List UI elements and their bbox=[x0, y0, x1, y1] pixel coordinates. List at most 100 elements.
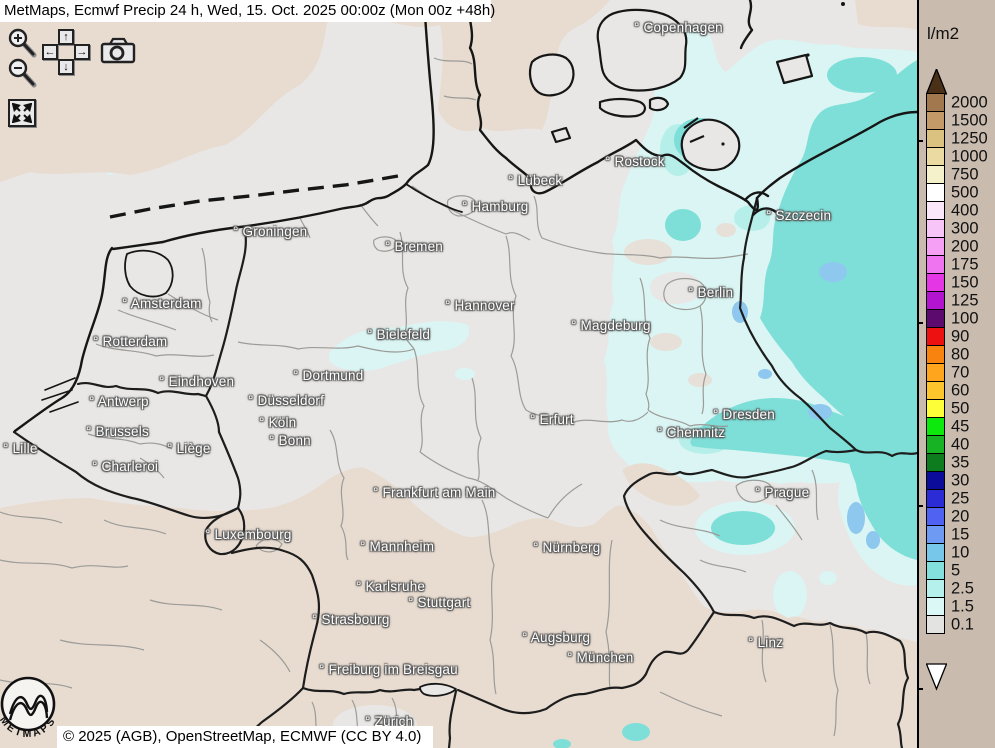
city-label-mannheim: ° Mannheim bbox=[360, 538, 435, 554]
city-label-freiburg-im-breisgau: ° Freiburg im Breisgau bbox=[319, 661, 458, 677]
city-label-augsburg: ° Augsburg bbox=[522, 629, 591, 645]
legend-swatch-90 bbox=[926, 327, 945, 346]
city-label-karlsruhe: ° Karlsruhe bbox=[356, 578, 426, 594]
legend-value-0.1: 0.1 bbox=[951, 615, 974, 634]
legend-swatch-200 bbox=[926, 237, 945, 256]
legend-swatch-15 bbox=[926, 525, 945, 544]
legend-value-1500: 1500 bbox=[951, 111, 988, 130]
city-label-hamburg: ° Hamburg bbox=[462, 198, 529, 214]
precip-legend: l/m2 2000 1500 1250 1000 750 500 400 300 200 175 1… bbox=[917, 0, 995, 748]
legend-swatch-1250 bbox=[926, 129, 945, 148]
legend-swatch-40 bbox=[926, 435, 945, 454]
legend-value-35: 35 bbox=[951, 453, 970, 472]
legend-swatch-2.5 bbox=[926, 579, 945, 598]
city-label-copenhagen: ° Copenhagen bbox=[634, 19, 723, 35]
legend-swatch-2000 bbox=[926, 93, 945, 112]
city-label-rostock: ° Rostock bbox=[605, 153, 665, 169]
city-label-eindhoven: ° Eindhoven bbox=[159, 373, 235, 389]
camera-icon bbox=[100, 37, 136, 64]
legend-value-500: 500 bbox=[951, 183, 979, 202]
legend-value-10: 10 bbox=[951, 543, 970, 562]
legend-value-1.5: 1.5 bbox=[951, 597, 974, 616]
snapshot-button[interactable] bbox=[100, 37, 136, 69]
legend-value-175: 175 bbox=[951, 255, 979, 274]
legend-tick bbox=[917, 322, 923, 324]
city-label-charleroi: ° Charleroi bbox=[92, 458, 159, 474]
legend-swatch-500 bbox=[926, 183, 945, 202]
legend-swatch-5 bbox=[926, 561, 945, 580]
city-label-prague: ° Prague bbox=[755, 484, 810, 500]
legend-value-100: 100 bbox=[951, 309, 979, 328]
city-label-luxembourg: ° Luxembourg bbox=[205, 526, 292, 542]
magnifier-minus-icon bbox=[8, 58, 37, 88]
city-label-strasbourg: ° Strasbourg bbox=[312, 611, 390, 627]
legend-tick bbox=[917, 688, 923, 690]
fullscreen-button[interactable] bbox=[8, 99, 36, 127]
legend-value-20: 20 bbox=[951, 507, 970, 526]
legend-value-90: 90 bbox=[951, 327, 970, 346]
legend-swatch-30 bbox=[926, 471, 945, 490]
state-borders bbox=[0, 57, 871, 743]
legend-value-5: 5 bbox=[951, 561, 961, 580]
city-label-dortmund: ° Dortmund bbox=[293, 367, 364, 383]
city-label-groningen: ° Groningen bbox=[233, 223, 308, 239]
map-title: MetMaps, Ecmwf Precip 24 h, Wed, 15. Oct… bbox=[0, 0, 495, 22]
city-label-erfurt: ° Erfurt bbox=[530, 411, 574, 427]
legend-unit: l/m2 bbox=[927, 24, 960, 43]
legend-swatch-50 bbox=[926, 399, 945, 418]
legend-arrow-top bbox=[926, 69, 947, 95]
city-label-lubeck: ° Lübeck bbox=[508, 172, 563, 188]
city-label-munchen: ° München bbox=[567, 649, 634, 665]
city-label-rotterdam: ° Rotterdam bbox=[93, 333, 168, 349]
pan-left-button[interactable]: ← bbox=[42, 44, 58, 60]
pan-right-button[interactable]: → bbox=[74, 44, 90, 60]
legend-value-2.5: 2.5 bbox=[951, 579, 974, 598]
legend-swatch-45 bbox=[926, 417, 945, 436]
legend-value-45: 45 bbox=[951, 417, 970, 436]
legend-swatch-35 bbox=[926, 453, 945, 472]
country-borders bbox=[12, 196, 919, 748]
city-label-szczecin: ° Szczecin bbox=[766, 207, 832, 223]
city-label-bielefeld: ° Bielefeld bbox=[367, 326, 431, 342]
legend-arrow-bottom bbox=[926, 663, 947, 691]
legend-value-750: 750 bbox=[951, 165, 979, 184]
attribution: © 2025 (AGB), OpenStreetMap, ECMWF (CC B… bbox=[57, 726, 433, 748]
legend-swatch-150 bbox=[926, 273, 945, 292]
islands bbox=[124, 2, 845, 697]
legend-swatch-1.5 bbox=[926, 597, 945, 616]
zoom-out-button[interactable] bbox=[8, 58, 38, 95]
legend-swatch-300 bbox=[926, 219, 945, 238]
legend-value-80: 80 bbox=[951, 345, 970, 364]
precip-area-intense bbox=[732, 262, 880, 549]
legend-color-bar bbox=[926, 93, 945, 634]
coastline bbox=[13, 0, 919, 433]
city-label-koln: ° Köln bbox=[259, 414, 297, 430]
metmaps-logo[interactable]: METMAPS bbox=[0, 674, 64, 748]
city-label-bremen: ° Bremen bbox=[385, 238, 444, 254]
legend-value-15: 15 bbox=[951, 525, 970, 544]
pan-up-button[interactable]: ↑ bbox=[58, 29, 74, 45]
legend-value-125: 125 bbox=[951, 291, 979, 310]
legend-swatch-400 bbox=[926, 201, 945, 220]
legend-swatch-125 bbox=[926, 291, 945, 310]
legend-value-200: 200 bbox=[951, 237, 979, 256]
pan-down-button[interactable]: ↓ bbox=[58, 59, 74, 75]
legend-value-25: 25 bbox=[951, 489, 970, 508]
legend-swatch-10 bbox=[926, 543, 945, 562]
legend-value-40: 40 bbox=[951, 435, 970, 454]
city-label-berlin: ° Berlin bbox=[688, 284, 734, 300]
city-label-liege: ° Liège bbox=[167, 440, 211, 456]
zoom-in-button[interactable] bbox=[8, 28, 38, 65]
legend-value-1250: 1250 bbox=[951, 129, 988, 148]
city-label-hannover: ° Hannover bbox=[445, 297, 515, 313]
legend-swatch-25 bbox=[926, 489, 945, 508]
legend-tick bbox=[917, 505, 923, 507]
city-label-dusseldorf: ° Düsseldorf bbox=[248, 392, 325, 408]
legend-tick bbox=[917, 140, 923, 142]
city-label-magdeburg: ° Magdeburg bbox=[571, 317, 651, 333]
legend-swatch-100 bbox=[926, 309, 945, 328]
city-label-zurich: ° Zürich bbox=[365, 713, 414, 729]
legend-value-400: 400 bbox=[951, 201, 979, 220]
